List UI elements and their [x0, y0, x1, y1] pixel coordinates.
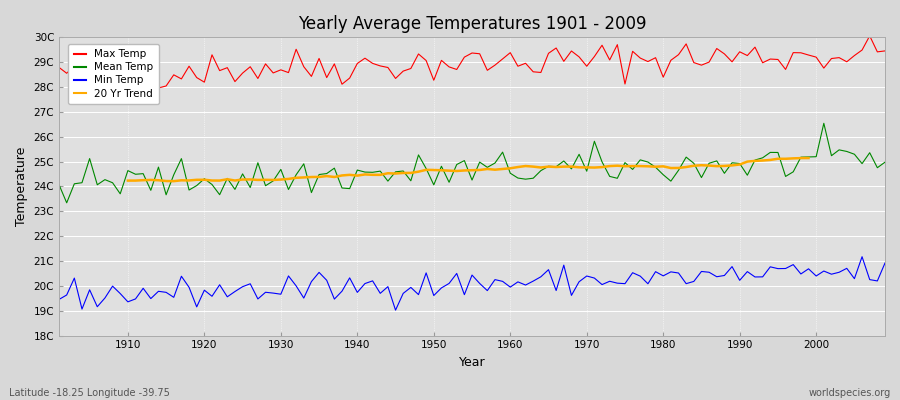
- Text: Latitude -18.25 Longitude -39.75: Latitude -18.25 Longitude -39.75: [9, 388, 170, 398]
- Title: Yearly Average Temperatures 1901 - 2009: Yearly Average Temperatures 1901 - 2009: [298, 15, 646, 33]
- Text: worldspecies.org: worldspecies.org: [809, 388, 891, 398]
- Legend: Max Temp, Mean Temp, Min Temp, 20 Yr Trend: Max Temp, Mean Temp, Min Temp, 20 Yr Tre…: [68, 44, 158, 104]
- X-axis label: Year: Year: [459, 356, 485, 369]
- Y-axis label: Temperature: Temperature: [15, 147, 28, 226]
